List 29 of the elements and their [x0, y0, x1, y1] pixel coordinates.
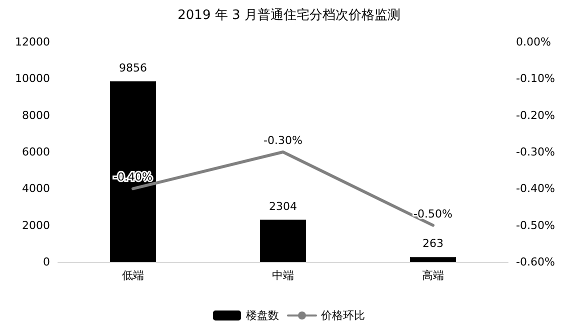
data-label: 263	[422, 237, 444, 250]
y2-tick-label: -0.30%	[516, 146, 555, 158]
y2-tick-label: -0.20%	[516, 108, 555, 122]
x-tick-label: 低端	[122, 269, 144, 282]
y-tick-label: 6000	[22, 146, 50, 158]
bar	[410, 257, 456, 262]
y2-tick-label: -0.50%	[516, 218, 555, 232]
chart-title: 2019 年 3 月普通住宅分档次价格监测	[178, 7, 400, 23]
y-tick-label: 10000	[15, 72, 50, 86]
data-label: 2304	[269, 200, 297, 213]
legend-label: 价格环比	[320, 309, 365, 322]
data-label: -0.30%	[264, 134, 302, 147]
y-tick-label: 4000	[22, 182, 50, 196]
y2-tick-label: -0.40%	[516, 182, 555, 196]
legend-label: 楼盘数	[246, 309, 279, 322]
bar	[110, 81, 156, 262]
y2-tick-label: -0.60%	[516, 256, 555, 268]
y2-tick-label: -0.10%	[516, 72, 555, 86]
y2-tick-label: 0.00%	[516, 36, 551, 48]
data-label: -0.50%	[414, 207, 452, 220]
x-tick-label: 中端	[272, 269, 294, 282]
y-tick-label: 8000	[22, 108, 50, 122]
y-tick-label: 2000	[22, 218, 50, 232]
x-tick-label: 高端	[422, 269, 444, 282]
data-label: 9856	[119, 61, 147, 74]
data-label: -0.40%	[114, 170, 152, 184]
y-tick-label: 0	[43, 256, 50, 268]
bar	[260, 220, 306, 262]
y-tick-label: 12000	[15, 36, 50, 48]
